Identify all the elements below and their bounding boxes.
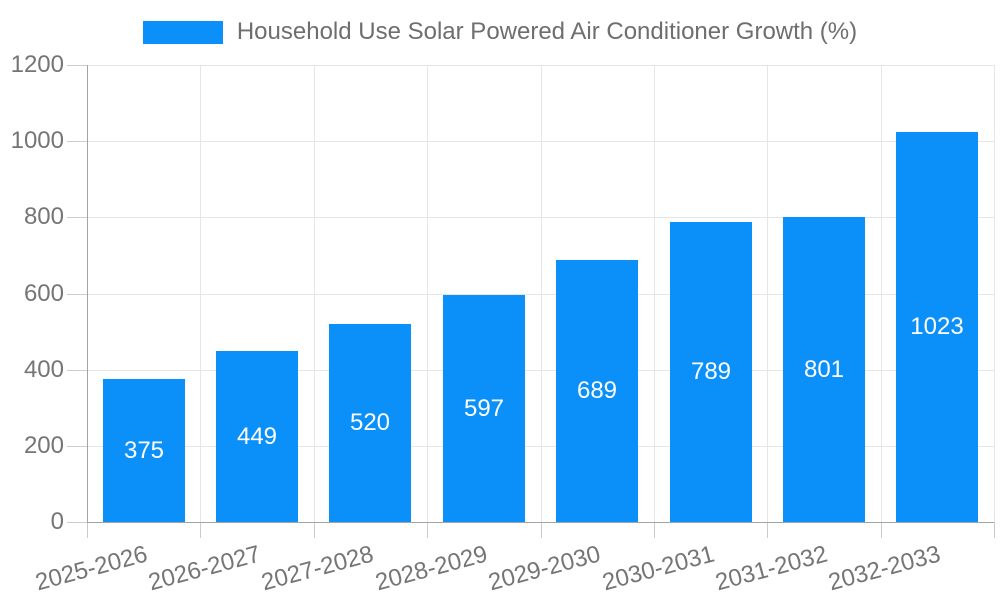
chart-legend[interactable]: Household Use Solar Powered Air Conditio… <box>0 20 1000 44</box>
x-axis-tick <box>654 522 655 538</box>
bar: 520 <box>329 324 411 522</box>
bar: 1023 <box>896 132 978 522</box>
bar: 689 <box>556 260 638 522</box>
y-axis-tick-label: 0 <box>50 508 64 535</box>
legend-label: Household Use Solar Powered Air Conditio… <box>236 18 858 45</box>
legend-swatch-icon <box>142 20 223 44</box>
y-axis-tick-label: 600 <box>23 280 64 307</box>
bar-value-label: 801 <box>803 355 845 383</box>
y-axis-tick <box>67 65 87 66</box>
grid-line-horizontal <box>87 65 994 66</box>
y-axis-tick <box>67 217 87 218</box>
x-axis-tick <box>87 522 88 538</box>
bar-value-label: 520 <box>349 409 391 436</box>
bar-value-label: 597 <box>463 394 505 422</box>
y-axis-tick <box>67 522 87 523</box>
y-axis-tick <box>67 141 87 142</box>
grid-line-horizontal <box>87 294 994 295</box>
x-axis-tick <box>881 522 882 538</box>
bar: 801 <box>783 217 865 522</box>
x-axis-tick <box>314 522 315 538</box>
y-axis-tick-label: 200 <box>23 432 64 459</box>
y-axis-tick <box>67 370 87 371</box>
grid-line-vertical <box>427 65 428 522</box>
bar-value-label: 689 <box>576 377 618 404</box>
bar-value-label: 449 <box>236 422 278 450</box>
grid-line-horizontal <box>87 141 994 142</box>
x-axis-tick <box>541 522 542 538</box>
bar-value-label: 1023 <box>910 313 964 340</box>
grid-line-vertical <box>767 65 768 522</box>
y-axis-tick <box>67 446 87 447</box>
x-axis-tick <box>427 522 428 538</box>
bar: 449 <box>216 351 298 522</box>
y-axis-tick-label: 1000 <box>10 127 64 154</box>
y-axis-tick <box>67 294 87 295</box>
grid-line-horizontal <box>87 370 994 371</box>
y-axis-tick-label: 800 <box>23 203 64 230</box>
bar: 375 <box>103 379 185 522</box>
grid-line-vertical <box>881 65 882 522</box>
x-axis-tick <box>767 522 768 538</box>
x-axis-tick <box>994 522 995 538</box>
x-axis-line <box>87 522 994 523</box>
y-axis-tick-label: 1200 <box>10 51 64 78</box>
y-axis-line <box>87 65 88 523</box>
grid-line-horizontal <box>87 446 994 447</box>
bar-value-label: 789 <box>690 358 732 385</box>
grid-line-vertical <box>541 65 542 522</box>
x-axis-tick <box>200 522 201 538</box>
y-axis-tick-label: 400 <box>23 356 64 383</box>
grid-line-vertical <box>654 65 655 522</box>
grid-line-vertical <box>314 65 315 522</box>
grid-line-vertical <box>200 65 201 522</box>
bar-value-label: 375 <box>123 436 165 464</box>
grid-line-vertical <box>994 65 995 522</box>
bar: 597 <box>443 295 525 522</box>
bar: 789 <box>670 222 752 522</box>
grid-line-horizontal <box>87 217 994 218</box>
